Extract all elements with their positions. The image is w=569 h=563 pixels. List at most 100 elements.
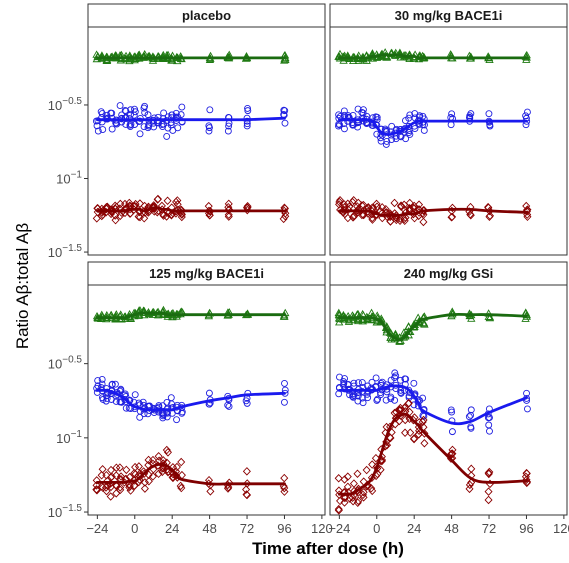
data-point [419, 394, 427, 402]
y-tick-label: 10−1 [56, 170, 82, 187]
data-point [359, 210, 368, 220]
data-point [376, 465, 385, 474]
data-point [465, 480, 474, 490]
data-point [357, 210, 366, 220]
x-tick-label: 96 [277, 521, 291, 536]
data-point [343, 472, 352, 481]
data-point [372, 199, 381, 209]
data-point [224, 127, 232, 135]
data-point [116, 483, 125, 492]
data-point [158, 121, 166, 128]
data-point [340, 498, 349, 507]
data-point [378, 213, 387, 223]
data-point [367, 206, 376, 215]
data-point [172, 312, 181, 320]
data-point [349, 212, 358, 221]
panel-plot-area [92, 49, 290, 225]
data-point [401, 124, 409, 132]
data-point [134, 212, 143, 221]
data-point [131, 105, 138, 113]
data-point [404, 399, 413, 408]
facet-panel: 30 mg/kg BACE1i [329, 3, 568, 256]
data-point [176, 481, 185, 491]
x-tick-label: 120 [553, 521, 569, 536]
y-tick-label: 10−1.5 [48, 243, 83, 260]
data-point [374, 395, 382, 403]
data-point [117, 472, 126, 481]
data-point [130, 481, 139, 491]
panel-plot-area [92, 305, 290, 501]
data-point [122, 107, 130, 115]
data-point [122, 120, 130, 128]
data-point [205, 127, 213, 135]
data-point [340, 488, 349, 497]
data-point [172, 462, 181, 472]
data-point [353, 469, 362, 478]
data-point [205, 389, 213, 397]
facet-title: 30 mg/kg BACE1i [395, 8, 503, 23]
data-point [484, 495, 493, 505]
data-point [349, 393, 357, 401]
data-point [167, 121, 175, 129]
data-point [397, 376, 404, 384]
data-point [341, 375, 349, 382]
data-point [396, 132, 404, 140]
data-point [94, 377, 102, 384]
x-tick-label: 48 [444, 521, 458, 536]
data-point [368, 486, 377, 496]
data-point [159, 414, 167, 422]
data-point [163, 468, 173, 477]
data-point [406, 428, 415, 437]
data-point [281, 107, 289, 115]
data-point [390, 408, 399, 418]
data-point [280, 483, 289, 493]
data-point [163, 413, 171, 421]
series-green-trend-line [338, 312, 528, 342]
data-point [173, 200, 182, 209]
data-point [353, 498, 362, 507]
data-point [125, 198, 134, 208]
data-point [364, 382, 372, 390]
data-point [281, 119, 289, 127]
data-point [178, 409, 186, 417]
data-point [243, 399, 251, 407]
data-point [467, 478, 476, 487]
data-point [224, 205, 233, 215]
data-point [353, 205, 362, 215]
data-point [206, 487, 215, 496]
data-point [106, 465, 116, 475]
data-point [172, 109, 180, 117]
data-point [410, 379, 418, 387]
data-point [419, 217, 428, 227]
data-point [280, 473, 289, 483]
data-point [388, 122, 396, 130]
data-point [92, 481, 101, 490]
data-point [281, 379, 288, 387]
data-point [371, 453, 380, 463]
data-point [162, 445, 171, 455]
data-point [372, 113, 380, 121]
data-point [336, 373, 343, 381]
data-point [148, 472, 157, 481]
data-point [108, 125, 116, 133]
data-point [418, 417, 427, 427]
data-point [98, 210, 107, 220]
data-point [205, 124, 213, 132]
data-point [280, 487, 289, 496]
data-point [177, 111, 185, 119]
series-green-trend-line [96, 311, 286, 320]
data-point [244, 104, 251, 112]
data-point [150, 123, 158, 131]
data-point [279, 214, 288, 224]
y-tick-label: 10−1 [56, 429, 82, 446]
data-point [243, 490, 252, 500]
data-point [521, 314, 530, 322]
data-point [391, 396, 399, 404]
data-point [340, 107, 348, 115]
data-point [242, 467, 251, 476]
data-point [359, 488, 368, 497]
y-tick-label: 10−0.5 [48, 355, 83, 372]
data-point [373, 396, 381, 404]
data-point [420, 439, 429, 448]
data-point [174, 124, 182, 132]
